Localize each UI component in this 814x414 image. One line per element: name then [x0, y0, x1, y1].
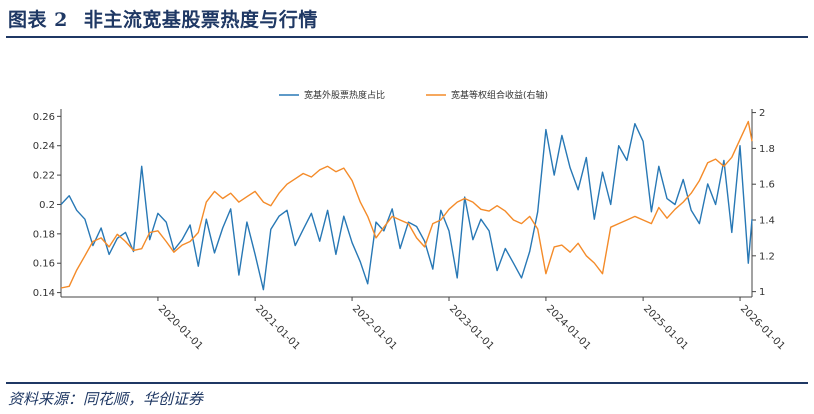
chart-axes: 0.14 0.16 0.18 0.2 0.22 0.24 0.26 1 1.2 1.4 1.6 1.8… — [33, 108, 787, 352]
header-rule — [6, 36, 808, 38]
legend-label-2: 宽基等权组合收益(右轴) — [451, 89, 548, 101]
x-tick-label: 2021-01-01 — [253, 303, 302, 352]
report-header: 图表 2 非主流宽基股票热度与行情 — [0, 0, 814, 38]
y-left-tick-label: 0.16 — [33, 259, 55, 270]
y-right-tick-label: 1 — [759, 287, 765, 298]
figure-number: 图表 2 — [8, 9, 68, 31]
x-tick-label: 2023-01-01 — [447, 303, 496, 352]
y-left-tick-label: 0.24 — [33, 141, 55, 152]
y-right-tick-label: 1.6 — [759, 180, 775, 191]
y-right-tick-label: 1.4 — [759, 216, 775, 227]
source-note: 资料来源：同花顺，华创证券 — [8, 390, 204, 408]
y-right-tick-label: 1.8 — [759, 144, 775, 155]
y-left-tick-label: 0.22 — [33, 171, 55, 182]
chart-legend: 宽基外股票热度占比 宽基等权组合收益(右轴) — [279, 89, 548, 101]
y-left-tick-label: 0.14 — [33, 288, 55, 299]
x-tick-label: 2025-01-01 — [641, 303, 690, 352]
legend-label-1: 宽基外股票热度占比 — [304, 89, 385, 101]
y-right-tick-label: 2 — [759, 108, 765, 119]
x-tick-label: 2022-01-01 — [350, 303, 399, 352]
figure-caption: 非主流宽基股票热度与行情 — [83, 9, 318, 31]
chart-series — [60, 120, 753, 291]
y-left-tick-label: 0.18 — [33, 229, 55, 240]
x-tick-label: 2026-01-01 — [738, 303, 787, 352]
footer-rule — [6, 382, 808, 384]
y-right-tick-label: 1.2 — [759, 251, 775, 262]
y-left-tick-label: 0.2 — [39, 200, 55, 211]
x-tick-label: 2024-01-01 — [544, 303, 593, 352]
figure-title: 图表 2 非主流宽基股票热度与行情 — [8, 5, 318, 32]
y-left-tick-label: 0.26 — [33, 112, 55, 123]
series-line-2 — [60, 120, 753, 289]
x-tick-label: 2020-01-01 — [156, 303, 205, 352]
series-line-1 — [60, 122, 753, 291]
